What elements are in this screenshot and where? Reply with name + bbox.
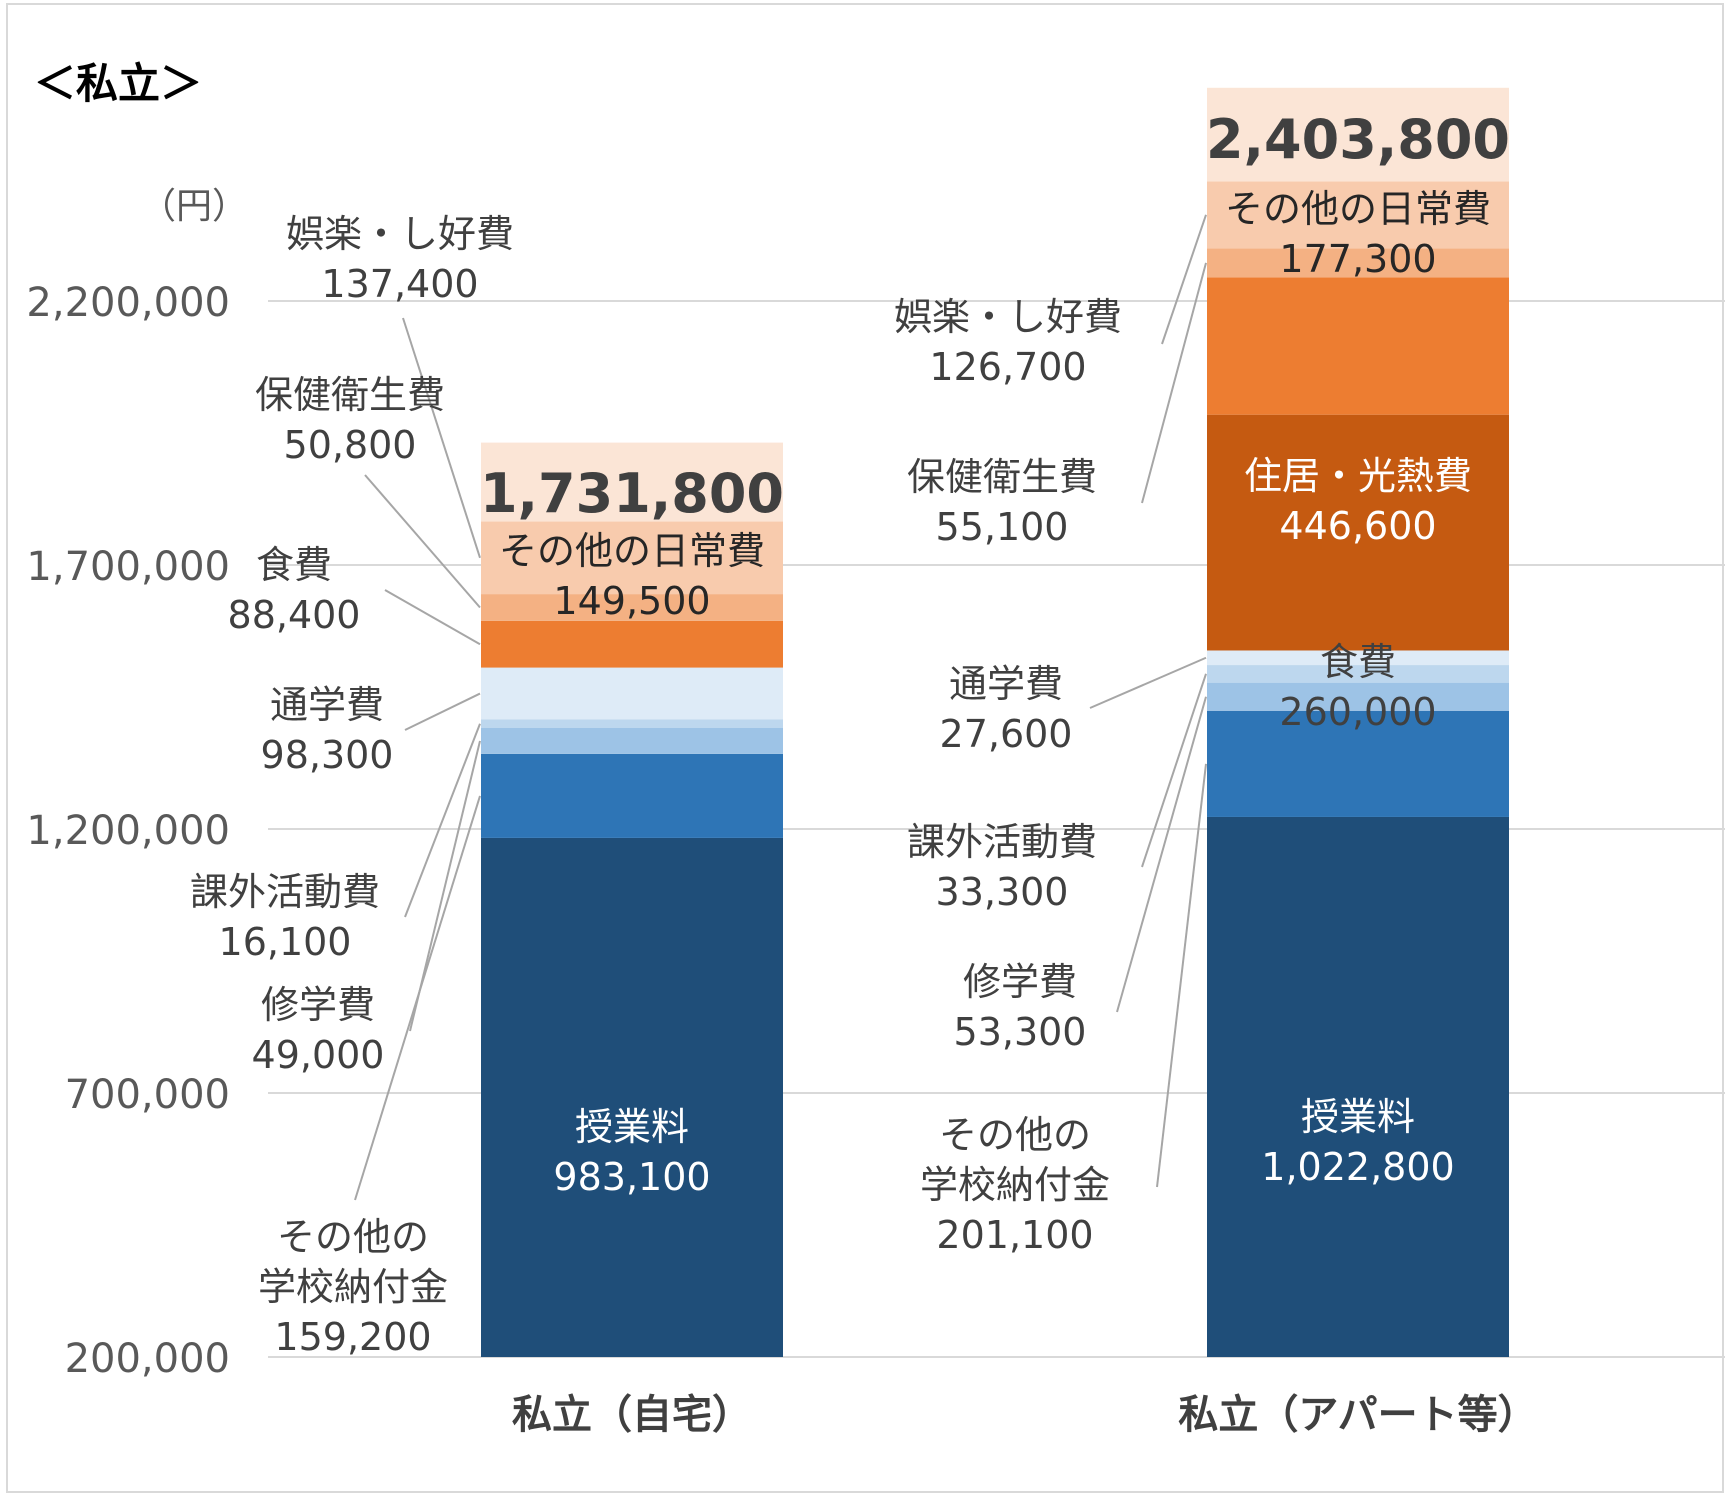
bar-segment-bdd7ee (481, 719, 783, 728)
bar-segment-f8cbad (481, 521, 783, 595)
bar-segment-f8cbad (1207, 181, 1509, 249)
bar-segment-2e75b6 (481, 753, 783, 838)
callout-label: 娯楽・し好費 (286, 212, 514, 256)
callout-label: 126,700 (929, 345, 1086, 389)
inside-label: 446,600 (1279, 504, 1436, 548)
callout-label: その他の (939, 1113, 1091, 1157)
callout-label: 201,100 (936, 1213, 1093, 1257)
callout-label: 学校納付金 (258, 1265, 448, 1309)
callout-label: 食費 (256, 543, 332, 587)
inside-label: その他の日常費 (499, 529, 765, 573)
chart-frame (6, 3, 1724, 1493)
bar-segment-fbe5d6 (1207, 87, 1509, 182)
inside-label: 授業料 (575, 1105, 689, 1149)
callout-label: 33,300 (936, 870, 1069, 914)
inside-label: 授業料 (1301, 1095, 1415, 1139)
y-tick-label: 200,000 (65, 1336, 230, 1382)
bar-segment-deebf7 (481, 667, 783, 720)
inside-label: 住居・光熱費 (1244, 454, 1472, 498)
callout-label: 27,600 (940, 712, 1073, 756)
callout-label: 49,000 (252, 1033, 385, 1077)
bar-segment-fbe5d6 (481, 442, 783, 522)
y-tick-label: 1,200,000 (26, 808, 230, 854)
callout-label: 16,100 (219, 920, 352, 964)
bar-segment-f4b183 (481, 594, 783, 621)
total-label: 1,731,800 (480, 462, 784, 525)
callout-label: 通学費 (949, 662, 1063, 706)
y-tick-label: 1,700,000 (26, 544, 230, 590)
leader-line (354, 795, 481, 1201)
callout-label: 課外活動費 (907, 820, 1097, 864)
leader-lines (354, 214, 1207, 1201)
bar-segment-bdd7ee (1207, 665, 1509, 683)
callout-label: 保健衛生費 (907, 455, 1097, 499)
callout-label: 53,300 (954, 1010, 1087, 1054)
bar-segment-9dc3e6 (481, 727, 783, 754)
bar-segment-2e75b6 (1207, 710, 1509, 817)
total-label: 2,403,800 (1206, 108, 1510, 171)
callout-label: その他の (277, 1215, 429, 1259)
bar-segment-9dc3e6 (1207, 682, 1509, 711)
leader-line (1156, 763, 1207, 1188)
callout-label: 159,200 (274, 1315, 431, 1359)
y-tick-label: 2,200,000 (26, 280, 230, 326)
bar-segment-deebf7 (1207, 650, 1509, 666)
y-tick-label: 700,000 (65, 1072, 230, 1118)
callout-label: 修学費 (261, 983, 375, 1027)
y-axis: 200,000 700,000 1,200,000 1,700,000 2,200,00… (26, 280, 230, 1382)
x-category-label: 私立（アパート等） (1178, 1392, 1537, 1438)
leader-line (1141, 262, 1207, 504)
bar-segment-ed7d31 (481, 620, 783, 668)
bar-segment-1f4e79 (1207, 816, 1509, 1357)
bar-segment-ed7d31 (1207, 277, 1509, 415)
leader-line (1116, 696, 1207, 1013)
bars (481, 87, 1509, 1357)
callout-label: 50,800 (284, 423, 417, 467)
inside-label: 983,100 (553, 1155, 710, 1199)
bar-segment-1f4e79 (481, 837, 783, 1357)
x-category-label: 私立（自宅） (512, 1392, 752, 1438)
inside-label: 1,022,800 (1261, 1145, 1454, 1189)
bar-segment-f4b183 (1207, 248, 1509, 278)
callout-label: 娯楽・し好費 (894, 295, 1122, 339)
callout-label: 88,400 (228, 593, 361, 637)
callout-label: 137,400 (321, 262, 478, 306)
inside-label: 177,300 (1279, 237, 1436, 281)
callout-label: 通学費 (270, 683, 384, 727)
leader-line (404, 723, 481, 918)
data-labels: 1,731,800 2,403,800 授業料 983,100 その他の日常費 149,5… (190, 108, 1510, 1359)
callout-label: 学校納付金 (920, 1163, 1110, 1207)
chart-title: ＜私立＞ (34, 59, 202, 108)
leader-line (402, 317, 481, 559)
callout-label: 55,100 (936, 505, 1069, 549)
callout-label: 98,300 (261, 733, 394, 777)
leader-line (1141, 673, 1207, 868)
inside-label: 食費 (1320, 640, 1396, 684)
inside-label: 260,000 (1279, 690, 1436, 734)
leader-line (384, 589, 481, 646)
unit-label: （円） (140, 186, 248, 227)
x-axis: 私立（自宅） 私立（アパート等） (512, 1392, 1538, 1438)
leader-line (1161, 214, 1207, 345)
inside-label: その他の日常費 (1225, 187, 1491, 231)
leader-line (364, 474, 481, 609)
leader-line (1089, 656, 1207, 709)
inside-label: 149,500 (553, 579, 710, 623)
leader-line (404, 692, 481, 731)
bar-segment-c55a11 (1207, 414, 1509, 651)
callout-label: 修学費 (963, 960, 1077, 1004)
callout-label: 保健衛生費 (255, 373, 445, 417)
callout-label: 課外活動費 (190, 870, 380, 914)
